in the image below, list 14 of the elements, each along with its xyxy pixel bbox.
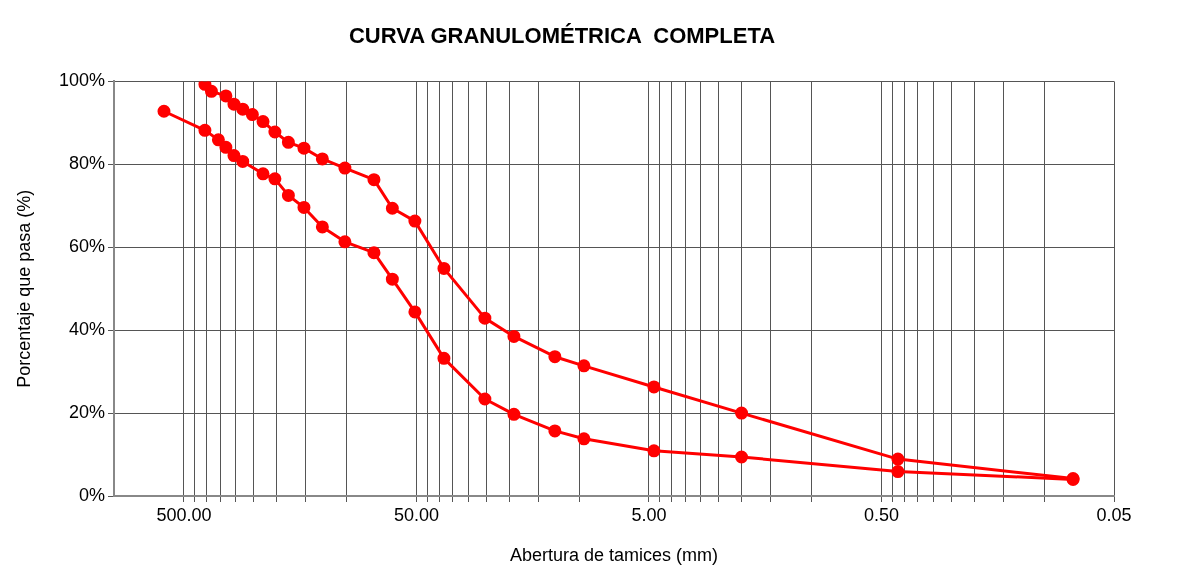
y-tick-label: 40% — [68, 319, 105, 340]
x-tick-label: 500.00 — [156, 504, 212, 525]
chart-title: CURVA GRANULOMÉTRICA COMPLETA — [348, 23, 776, 49]
x-tick-label: 5.00 — [631, 504, 667, 525]
x-tick-label: 0.50 — [863, 504, 900, 525]
x-axis-title: Abertura de tamices (mm) — [509, 545, 719, 566]
y-tick-label: 100% — [58, 70, 105, 91]
y-tick-label: 80% — [68, 153, 105, 174]
y-tick-label: 0% — [78, 484, 105, 505]
y-axis-title: Porcentaje que pasa (%) — [13, 189, 34, 388]
y-tick-label: 20% — [68, 402, 105, 423]
x-tick-label: 50.00 — [393, 504, 440, 525]
y-tick-label: 60% — [68, 236, 105, 257]
x-tick-label: 0.05 — [1096, 504, 1132, 525]
